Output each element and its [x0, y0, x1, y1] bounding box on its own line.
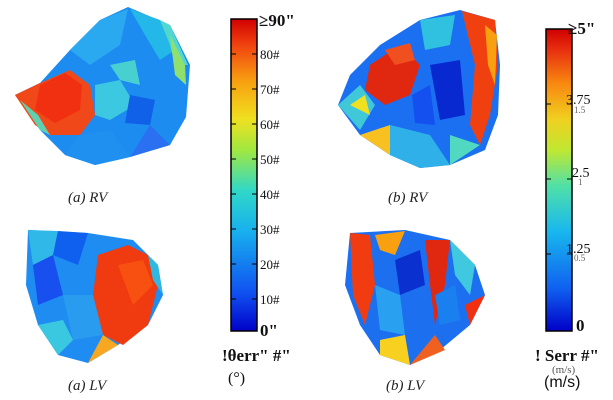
cbar-right-max: ≥5": [568, 19, 596, 38]
cbar-left-max: ≥90": [259, 11, 295, 30]
cbar-right-title: ! Serr #": [535, 346, 599, 365]
cbar-right-faint-tick: 0.5: [574, 253, 586, 263]
mesh-b-rv: [338, 10, 500, 168]
cbar-left-tick: 30#: [260, 222, 280, 237]
cbar-right-faint-tick: 1: [578, 177, 583, 187]
caption-b-rv: (b) RV: [388, 190, 428, 206]
cbar-right-subunit: (m/s): [552, 364, 576, 376]
cbar-left-tick: 0": [260, 321, 278, 340]
cbar-left-tick: 40#: [260, 187, 280, 202]
cbar-left-title: !θerr" #": [222, 346, 291, 365]
colorbar-theta: [230, 18, 258, 332]
caption-a-lv: (a) LV: [68, 378, 107, 394]
mesh-a-lv: [26, 230, 163, 363]
cbar-left-unit: (°): [228, 370, 246, 387]
mesh-a-rv: [15, 7, 190, 165]
cbar-right-tick: 2.5: [572, 166, 590, 181]
cbar-left-tick: 10#: [260, 292, 280, 307]
cbar-right-faint-tick: 1.5: [574, 105, 586, 115]
cbar-right-tick: 3.75: [566, 93, 591, 108]
cbar-left-tick: 20#: [260, 257, 280, 272]
cbar-left-tick: 70#: [260, 82, 280, 97]
cbar-right-tick: 0: [576, 316, 585, 335]
caption-b-lv: (b) LV: [386, 378, 425, 394]
caption-a-rv: (a) RV: [68, 190, 108, 206]
cbar-left-tick: 50#: [260, 152, 280, 167]
colorbar-speed: [545, 28, 573, 332]
cbar-right-unit: (m/s): [544, 374, 581, 391]
cbar-left-tick: 80#: [260, 47, 280, 62]
cbar-left-tick: 60#: [260, 117, 280, 132]
cbar-right-tick: 1.25: [566, 242, 591, 257]
mesh-b-lv: [345, 230, 485, 365]
